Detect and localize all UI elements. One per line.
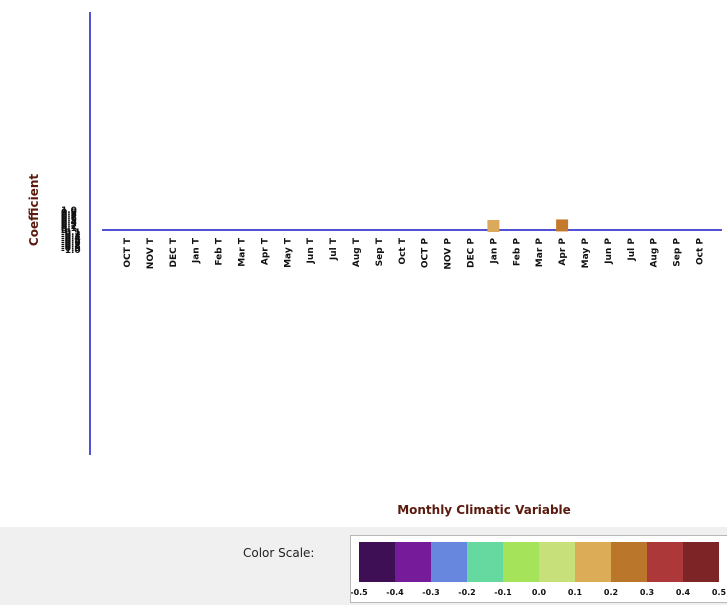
x-axis-title: Monthly Climatic Variable: [397, 503, 571, 517]
x-tick-label: Feb P: [512, 238, 522, 266]
x-tick-label: May P: [581, 238, 591, 269]
x-tick-label: Mar T: [238, 237, 248, 267]
x-tick-label: Jan T: [192, 237, 202, 264]
x-tick-label: Jun T: [306, 237, 316, 264]
y-tick-label: -0.4: [61, 234, 81, 244]
color-scale-tick: -0.1: [494, 588, 512, 597]
x-tick-label: OCT P: [421, 238, 431, 269]
color-scale-legend: -0.5 -0.4 -0.3 -0.2 -0.1 0.0 0.1 0.2 0.3 0.4 0.5: [350, 535, 727, 603]
y-tick-label: 0.1: [61, 224, 77, 234]
y-tick-label: 1.0: [61, 206, 77, 216]
y-tick-label: -0.3: [61, 232, 81, 242]
x-tick-label: OCT T: [123, 237, 133, 268]
x-tick-label: Jan P: [489, 238, 499, 265]
color-scale-panel: Color Scale: -0.5 -0.4 -0.3 -0.2 -0.1 0.0 0.1 0…: [0, 527, 727, 605]
x-tick-label: Oct P: [696, 238, 706, 265]
color-swatch: [359, 542, 395, 582]
x-tick-label: Apr P: [558, 238, 568, 266]
color-swatch: [431, 542, 467, 582]
x-tick-label: Sep P: [673, 238, 683, 267]
y-tick-label: -0.9: [61, 244, 81, 254]
x-tick-label: DEC P: [467, 238, 477, 268]
color-scale-tick: 0.4: [675, 588, 691, 597]
y-tick-label: 0.5: [61, 216, 77, 226]
x-tick-label: DEC T: [169, 237, 179, 267]
data-point: [487, 220, 500, 233]
color-swatch: [395, 542, 431, 582]
data-point: [556, 219, 569, 232]
y-tick-label: -0.8: [61, 242, 81, 252]
x-tick-label: Aug P: [650, 238, 660, 268]
x-tick-label: NOV T: [146, 237, 156, 269]
x-tick-label: NOV P: [444, 238, 454, 270]
x-tick-label: Apr T: [260, 237, 270, 265]
y-tick-label: 0.3: [61, 220, 77, 230]
x-tick-label: Mar P: [535, 238, 545, 268]
x-tick-label: May T: [283, 237, 293, 268]
y-tick-label: -0.7: [61, 240, 81, 250]
y-tick-label: 0.4: [61, 218, 77, 228]
y-tick-label: -1.0: [61, 246, 81, 256]
y-axis-title: Coefficient: [27, 174, 41, 246]
y-tick-label: -0.1: [61, 228, 81, 238]
color-swatch: [575, 542, 611, 582]
x-tick-label: Feb T: [215, 237, 225, 265]
y-tick-label: -0.6: [61, 238, 81, 248]
x-tick-label: Oct T: [398, 237, 408, 264]
color-scale-label: Color Scale:: [243, 546, 315, 560]
y-tick-label: 0.2: [61, 222, 77, 232]
color-scale-tick: -0.4: [386, 588, 404, 597]
y-tick-label: 0.9: [61, 208, 77, 218]
color-scale-tick: -0.2: [458, 588, 476, 597]
color-swatch: [683, 542, 719, 582]
y-tick-label: 0.7: [61, 212, 77, 222]
y-tick-label: 0: [61, 226, 67, 236]
y-tick-label: 0.8: [61, 210, 77, 220]
chart-area: Coefficient Monthly Climatic Variable 1.…: [27, 12, 722, 517]
color-scale-ticks: -0.5 -0.4 -0.3 -0.2 -0.1 0.0 0.1 0.2 0.3 0.4 0.5: [351, 588, 727, 600]
color-scale-tick: 0.5: [711, 588, 727, 597]
x-tick-label: Jul P: [627, 238, 637, 262]
color-swatch: [503, 542, 539, 582]
color-scale-tick: 0.1: [567, 588, 583, 597]
color-swatch: [467, 542, 503, 582]
x-tick-label: Jun P: [604, 238, 614, 265]
color-scale-tick: 0.0: [531, 588, 547, 597]
x-tick-label: Jul T: [329, 237, 339, 261]
x-tick-label: Aug T: [352, 237, 362, 267]
color-scale-swatches: [359, 542, 719, 582]
x-tick-label: Sep T: [375, 237, 385, 266]
color-swatch: [647, 542, 683, 582]
y-tick-label: 0.6: [61, 214, 77, 224]
color-scale-tick: 0.3: [639, 588, 655, 597]
color-scale-tick: 0.2: [603, 588, 619, 597]
y-tick-label: -0.5: [61, 236, 81, 246]
color-swatch: [611, 542, 647, 582]
color-scale-tick: -0.3: [422, 588, 440, 597]
color-scale-tick: -0.5: [350, 588, 368, 597]
color-swatch: [539, 542, 575, 582]
y-tick-label: -0.2: [61, 230, 81, 240]
